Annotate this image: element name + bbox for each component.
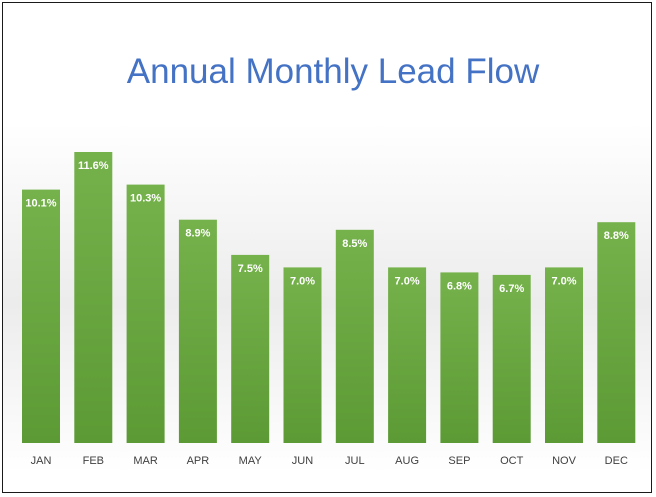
tick-label-jan: JAN xyxy=(31,455,52,467)
bar-oct xyxy=(492,274,531,443)
bar-sep xyxy=(440,272,479,443)
data-label-oct: 6.7% xyxy=(499,283,524,295)
data-label-feb: 11.6% xyxy=(78,160,109,172)
tick-label-feb: FEB xyxy=(83,455,104,467)
data-label-apr: 8.9% xyxy=(185,228,210,240)
data-label-jan: 10.1% xyxy=(25,198,56,210)
data-label-jun: 7.0% xyxy=(290,275,315,287)
data-label-may: 7.5% xyxy=(238,263,263,275)
tick-label-mar: MAR xyxy=(133,455,158,467)
data-label-dec: 8.8% xyxy=(604,230,629,242)
tick-label-aug: AUG xyxy=(395,455,419,467)
tick-label-oct: OCT xyxy=(500,455,524,467)
data-label-nov: 7.0% xyxy=(551,275,576,287)
bar-nov xyxy=(545,267,583,443)
data-label-aug: 7.0% xyxy=(395,275,420,287)
bar-apr xyxy=(178,219,217,443)
data-labels: 10.1% 11.6% 10.3% 8.9% 7.5% 7.0% 8.5% 7.0% 6.8% 6… xyxy=(25,160,629,295)
tick-label-may: MAY xyxy=(239,455,263,467)
bar-dec xyxy=(597,222,636,443)
bar-jul xyxy=(335,229,374,443)
category-axis: JAN FEB MAR APR MAY JUN JUL AUG SEP OCT NOV DEC xyxy=(31,455,628,467)
bar-aug xyxy=(388,267,427,443)
bar-feb xyxy=(74,152,113,443)
bar-jun xyxy=(283,267,322,443)
chart-title: Annual Monthly Lead Flow xyxy=(126,52,540,91)
tick-label-jul: JUL xyxy=(345,455,365,467)
tick-label-sep: SEP xyxy=(448,455,470,467)
tick-label-nov: NOV xyxy=(552,455,577,467)
bar-may xyxy=(231,254,270,443)
data-label-sep: 6.8% xyxy=(447,280,472,292)
data-label-jul: 8.5% xyxy=(342,238,367,250)
data-label-mar: 10.3% xyxy=(130,193,161,205)
tick-label-jun: JUN xyxy=(292,455,313,467)
tick-label-apr: APR xyxy=(187,455,210,467)
tick-label-dec: DEC xyxy=(605,455,628,467)
bar-mar xyxy=(126,184,165,443)
bar-series xyxy=(22,152,636,443)
bar-jan xyxy=(22,189,60,443)
